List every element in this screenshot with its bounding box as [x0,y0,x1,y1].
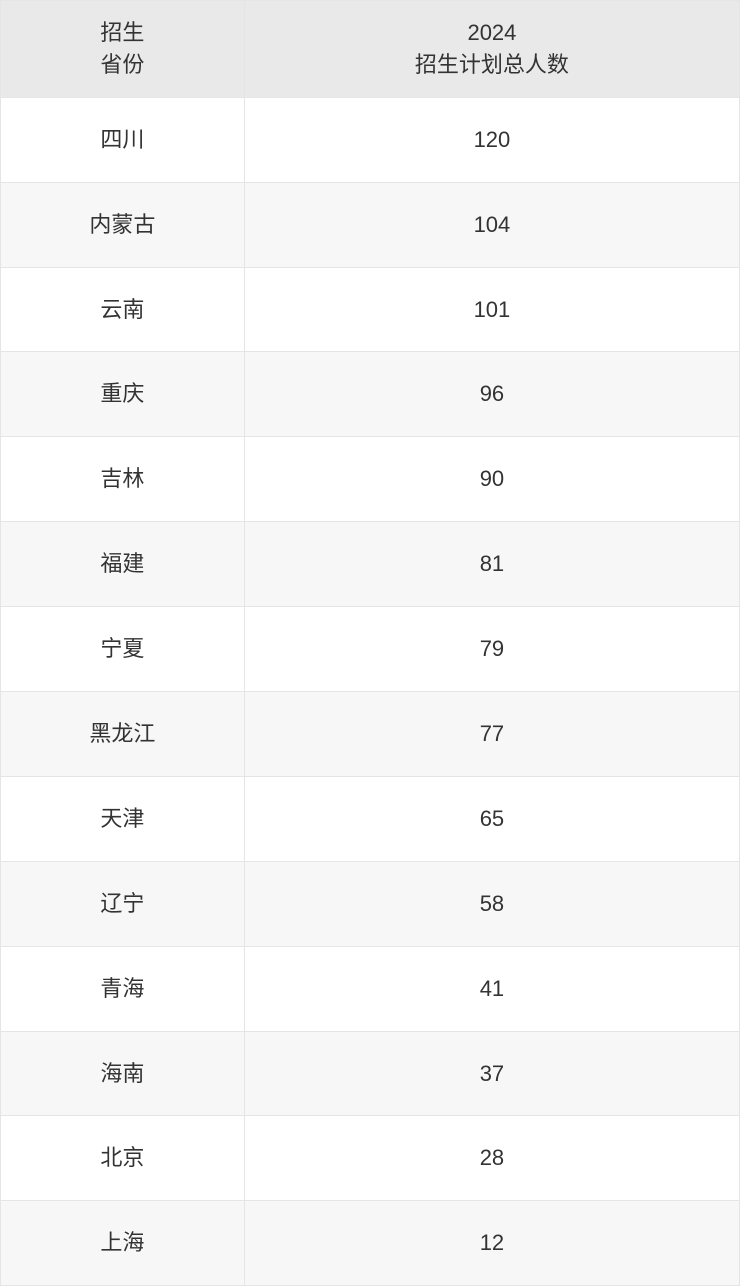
table-row: 吉林90 [1,437,740,522]
cell-province: 福建 [1,522,245,607]
table-row: 重庆96 [1,352,740,437]
cell-total: 58 [244,861,739,946]
cell-total: 37 [244,1031,739,1116]
column-header-total-line1: 2024 [253,17,731,49]
cell-total: 41 [244,946,739,1031]
table-row: 海南37 [1,1031,740,1116]
table-row: 天津65 [1,776,740,861]
cell-total: 101 [244,267,739,352]
cell-province: 宁夏 [1,607,245,692]
table-row: 青海41 [1,946,740,1031]
column-header-province: 招生 省份 [1,1,245,98]
cell-province: 北京 [1,1116,245,1201]
cell-total: 81 [244,522,739,607]
enrollment-table: 招生 省份 2024 招生计划总人数 四川120 内蒙古104 云南101 重庆… [0,0,740,1286]
table-row: 辽宁58 [1,861,740,946]
table-row: 福建81 [1,522,740,607]
cell-province: 四川 [1,97,245,182]
cell-total: 65 [244,776,739,861]
cell-province: 云南 [1,267,245,352]
table-header-row: 招生 省份 2024 招生计划总人数 [1,1,740,98]
column-header-total: 2024 招生计划总人数 [244,1,739,98]
cell-province: 海南 [1,1031,245,1116]
cell-total: 28 [244,1116,739,1201]
table-body: 四川120 内蒙古104 云南101 重庆96 吉林90 福建81 宁夏79 黑… [1,97,740,1285]
cell-province: 青海 [1,946,245,1031]
cell-total: 104 [244,182,739,267]
column-header-province-line1: 招生 [9,17,236,49]
cell-total: 12 [244,1201,739,1286]
cell-province: 辽宁 [1,861,245,946]
table-row: 上海12 [1,1201,740,1286]
table-row: 黑龙江77 [1,692,740,777]
cell-total: 90 [244,437,739,522]
cell-province: 天津 [1,776,245,861]
column-header-province-line2: 省份 [9,49,236,81]
table-row: 内蒙古104 [1,182,740,267]
cell-total: 77 [244,692,739,777]
column-header-total-line2: 招生计划总人数 [253,49,731,81]
cell-total: 120 [244,97,739,182]
cell-total: 79 [244,607,739,692]
cell-province: 吉林 [1,437,245,522]
cell-province: 内蒙古 [1,182,245,267]
table-row: 云南101 [1,267,740,352]
cell-province: 重庆 [1,352,245,437]
table-row: 四川120 [1,97,740,182]
table-row: 宁夏79 [1,607,740,692]
cell-province: 黑龙江 [1,692,245,777]
cell-province: 上海 [1,1201,245,1286]
cell-total: 96 [244,352,739,437]
table-row: 北京28 [1,1116,740,1201]
